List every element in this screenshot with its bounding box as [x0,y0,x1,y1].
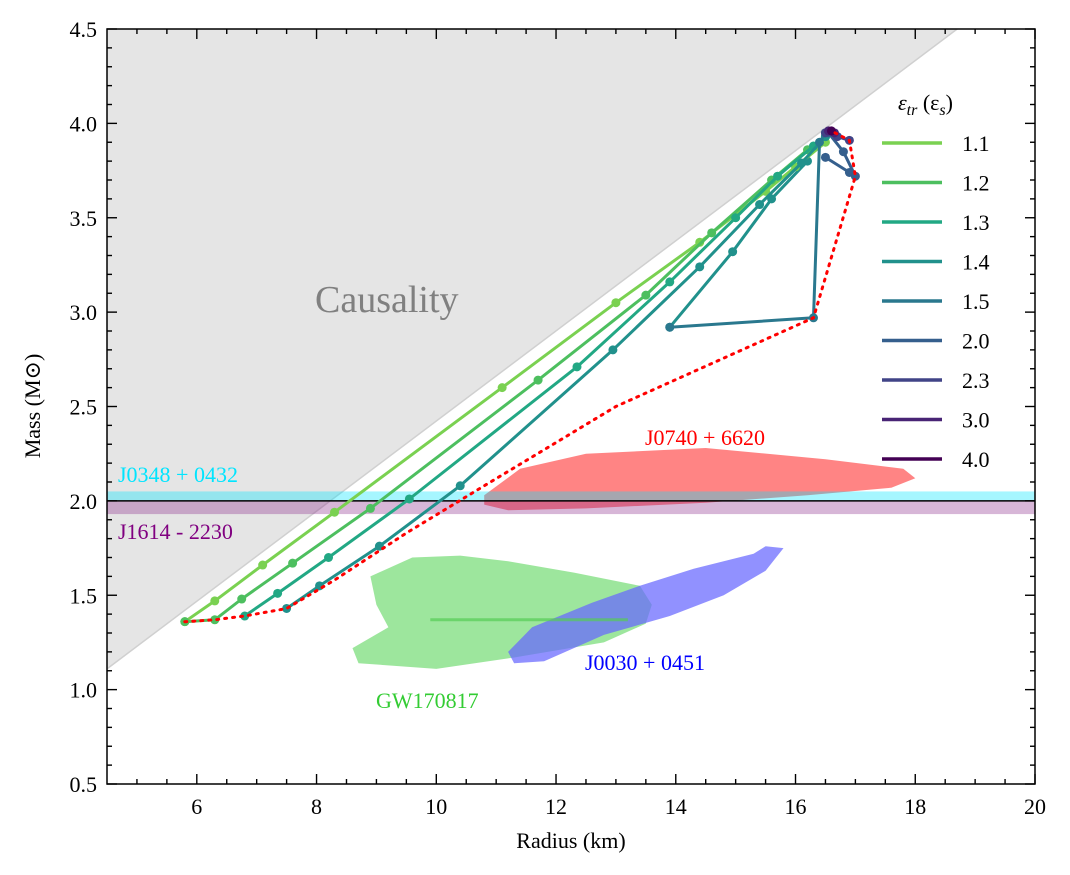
series-point-1-3 [324,553,334,562]
series-point-1-5 [814,137,824,147]
legend-title-close: ) [946,90,953,115]
series-line-1-3 [243,135,827,618]
series-point-1-3 [240,611,250,621]
series-point-1-1 [210,596,220,606]
series-point-1-3 [273,588,283,598]
region-label-gw170817: GW170817 [376,688,479,713]
x-tick-label: 20 [1024,794,1046,819]
series-point-1-2 [210,615,220,625]
series-point-1-4 [797,158,807,168]
causality-label: Causality [315,279,459,321]
series-point-1-4 [608,345,618,355]
causality-region [107,29,1035,669]
legend-title: εtr (εs) [898,90,953,119]
series-point-1-2 [641,290,651,300]
y-tick-label: 3.5 [70,206,98,231]
series-point-1-2 [533,375,543,385]
series-point-2-0 [820,152,830,162]
legend-label-1-4: 1.4 [962,250,990,275]
series-point-1-2 [365,503,375,513]
legend-label-3-0: 3.0 [962,408,990,433]
band-j0348-0432 [107,491,1035,501]
series-point-1-2 [707,228,717,238]
series-point-1-4 [455,481,465,491]
series-point-1-1 [611,298,621,308]
series-point-1-3 [665,277,675,287]
y-tick-label: 4.0 [70,111,98,136]
max-mass-envelope-dotted [183,129,857,624]
y-tick-label: 1.0 [70,678,98,703]
legend-title-paren: (ε [917,90,939,115]
x-axis-title: Radius (km) [516,828,625,853]
y-tick-label: 2.5 [70,395,98,420]
x-tick-label: 16 [785,794,807,819]
series-line-1-5 [669,131,827,329]
series-point-1-4 [755,200,765,210]
x-tick-label: 18 [904,794,926,819]
region-label-j0030-0451: J0030 + 0451 [585,650,705,675]
band-label-j1614-2230: J1614 - 2230 [118,519,233,544]
series-point-2-0 [850,171,860,181]
legend-label-2-0: 2.0 [962,329,990,354]
region-j0030-0451 [508,546,784,664]
x-tick-label: 12 [545,794,567,819]
legend-label-1-3: 1.3 [962,210,990,235]
legend-label-4-0: 4.0 [962,447,990,472]
x-tick-label: 14 [665,794,687,819]
x-tick-label: 10 [425,794,447,819]
legend-title-sub: tr [907,102,918,119]
legend-label-1-2: 1.2 [962,171,990,196]
legend-label-1-5: 1.5 [962,289,990,314]
series-branch-point [728,247,738,257]
y-axis-title: Mass (M⊙) [20,354,45,459]
series-point-1-4 [695,262,705,272]
band-label-j0348-0432: J0348 + 0432 [118,462,238,487]
series-point-1-1 [330,507,340,517]
series-point-1-3 [572,362,582,372]
legend-title-main: ε [898,90,907,115]
series-point-1-5 [665,322,675,332]
region-label-j0740-6620: J0740 + 6620 [645,425,765,450]
series-point-1-2 [288,558,298,568]
y-tick-label: 3.0 [70,300,98,325]
series-point-1-3 [731,213,741,223]
series-point-1-1 [497,383,507,393]
series-point-1-3 [404,494,414,504]
series-point-1-2 [237,594,247,604]
y-tick-label: 1.5 [70,583,98,608]
y-tick-label: 2.0 [70,489,98,514]
legend-title-sub2: s [939,102,945,119]
x-tick-label: 6 [191,794,202,819]
y-tick-label: 4.5 [70,17,98,42]
series-point-1-3 [773,171,783,181]
series-line-branch [668,160,809,329]
legend-label-1-1: 1.1 [962,131,990,156]
causality-boundary-line [107,29,958,670]
region-j0740-6620 [484,448,916,511]
legend: εtr (εs) 1.1 1.2 1.3 1.4 1.5 2.0 2.3 3.0 4.0 [882,90,990,472]
band-j1614-2230 [107,500,1035,515]
series-point-1-1 [258,560,268,570]
x-tick-label: 8 [311,794,322,819]
legend-label-2-3: 2.3 [962,368,990,393]
series-point-2-0 [838,147,848,157]
y-tick-label: 0.5 [70,772,98,797]
